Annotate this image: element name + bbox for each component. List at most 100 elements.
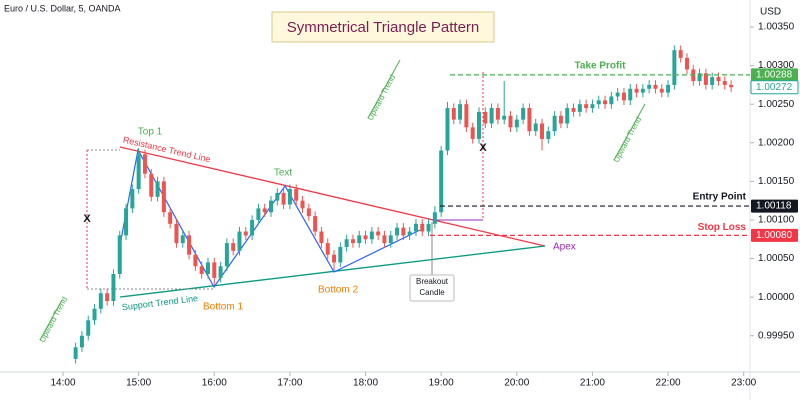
candle-body bbox=[508, 115, 513, 128]
candle-body bbox=[130, 189, 135, 209]
x-tick-label: 23:00 bbox=[731, 378, 756, 389]
candle-body bbox=[546, 131, 551, 139]
candle-body bbox=[161, 181, 166, 213]
y-tick-label: 1.00100 bbox=[758, 215, 795, 226]
candle-body bbox=[413, 223, 418, 232]
candle-body bbox=[363, 235, 368, 240]
label-breakout: Candle bbox=[419, 288, 445, 297]
y-tick-label: 1.00150 bbox=[758, 176, 795, 187]
price-tag-label: 1.00118 bbox=[756, 201, 792, 212]
candle-body bbox=[672, 50, 677, 85]
x-tick-label: 14:00 bbox=[51, 378, 76, 389]
candle-body bbox=[224, 243, 229, 267]
candle-body bbox=[237, 231, 242, 251]
candle-body bbox=[577, 104, 582, 112]
candle-body bbox=[117, 235, 122, 274]
candle-body bbox=[483, 111, 488, 124]
candle-body bbox=[250, 219, 255, 236]
candle-body bbox=[401, 227, 406, 236]
candle-body bbox=[306, 208, 311, 217]
candle-body bbox=[729, 84, 734, 88]
resistance-line bbox=[119, 146, 546, 247]
pattern-drawings bbox=[39, 59, 646, 341]
candle-body bbox=[79, 335, 84, 348]
candle-body bbox=[521, 108, 526, 120]
label-bottom-2: Bottom 2 bbox=[318, 285, 358, 296]
x-tick-label: 18:00 bbox=[353, 378, 378, 389]
candle-body bbox=[92, 308, 97, 321]
currency: USD bbox=[760, 7, 781, 18]
candle-body bbox=[710, 77, 715, 85]
candle-body bbox=[615, 92, 620, 97]
candle-body bbox=[275, 192, 280, 201]
support-line bbox=[119, 245, 546, 298]
candle-body bbox=[684, 57, 689, 70]
header: Euro / U.S. Dollar, 5, OANDA bbox=[4, 3, 121, 13]
candle-body bbox=[388, 235, 393, 244]
last-price-tag bbox=[750, 80, 799, 95]
last-price-label: 1.00272 bbox=[756, 82, 793, 93]
candle-body bbox=[439, 150, 444, 213]
candle-body bbox=[533, 123, 538, 132]
candle-body bbox=[640, 88, 645, 93]
y-tick-label: 1.00000 bbox=[758, 292, 795, 303]
candle-body bbox=[350, 239, 355, 244]
candle-body bbox=[212, 262, 217, 278]
candle-body bbox=[262, 208, 267, 213]
candle-body bbox=[565, 108, 570, 124]
x-tick-label: 19:00 bbox=[429, 378, 454, 389]
candle-body bbox=[338, 246, 343, 263]
candle-body bbox=[445, 108, 450, 151]
candle-body bbox=[332, 254, 337, 263]
candle-body bbox=[716, 77, 721, 82]
trend-arrow bbox=[39, 299, 63, 341]
candle-body bbox=[300, 200, 305, 209]
candle-body bbox=[502, 115, 507, 120]
breakout-box bbox=[409, 274, 455, 302]
candle-body bbox=[540, 123, 545, 139]
candle-body bbox=[659, 88, 664, 93]
candle-body bbox=[552, 115, 557, 132]
candle-body bbox=[395, 227, 400, 236]
trend-arrow bbox=[613, 103, 646, 161]
candle-body bbox=[174, 223, 179, 244]
x-mark: X bbox=[83, 213, 91, 225]
level-label: Take Profit bbox=[575, 61, 627, 72]
label-top-1: Top 1 bbox=[138, 127, 163, 138]
candle-body bbox=[470, 127, 475, 139]
candle-body bbox=[187, 235, 192, 255]
candle-body bbox=[666, 84, 671, 93]
candle-body bbox=[294, 189, 299, 201]
level-label: Stop Loss bbox=[698, 222, 747, 233]
candle-body bbox=[193, 254, 198, 267]
y-tick-label: 1.00350 bbox=[758, 22, 795, 33]
candle-body bbox=[269, 200, 274, 213]
candle-body bbox=[369, 231, 374, 240]
candle-body bbox=[168, 212, 173, 224]
candle-body bbox=[325, 243, 330, 255]
candle-body bbox=[256, 208, 261, 220]
level-label: Entry Point bbox=[693, 192, 747, 203]
candle-body bbox=[432, 212, 437, 224]
candle-body bbox=[124, 208, 129, 236]
label-text: Text bbox=[274, 168, 293, 179]
candle-body bbox=[420, 223, 425, 232]
candles bbox=[73, 45, 734, 364]
candle-body bbox=[527, 108, 532, 132]
candle-body bbox=[407, 231, 412, 236]
candle-body bbox=[584, 104, 589, 109]
candle-body bbox=[86, 320, 91, 336]
y-tick-label: 1.00050 bbox=[758, 253, 795, 264]
label-breakout: Breakout bbox=[416, 277, 449, 286]
y-tick-label: 0.99950 bbox=[758, 330, 795, 341]
candle-body bbox=[697, 73, 702, 82]
candle-body bbox=[98, 293, 103, 309]
price-tag bbox=[751, 228, 798, 242]
candle-body bbox=[344, 239, 349, 247]
candle-body bbox=[621, 92, 626, 101]
candle-body bbox=[142, 154, 147, 174]
candle-body bbox=[313, 216, 318, 232]
candle-body bbox=[590, 104, 595, 109]
candle-body bbox=[136, 154, 141, 190]
